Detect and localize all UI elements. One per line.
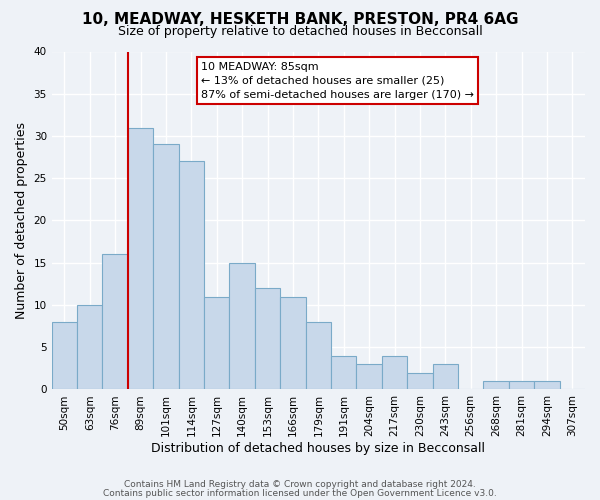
Bar	[305, 322, 331, 390]
Bar	[77, 305, 103, 390]
Bar	[356, 364, 382, 390]
Bar	[103, 254, 128, 390]
Y-axis label: Number of detached properties: Number of detached properties	[15, 122, 28, 319]
Bar	[534, 381, 560, 390]
Text: Contains public sector information licensed under the Open Government Licence v3: Contains public sector information licen…	[103, 489, 497, 498]
Bar	[52, 322, 77, 390]
X-axis label: Distribution of detached houses by size in Becconsall: Distribution of detached houses by size …	[151, 442, 485, 455]
Bar	[382, 356, 407, 390]
Bar	[433, 364, 458, 390]
Bar	[153, 144, 179, 390]
Bar	[204, 296, 229, 390]
Text: Contains HM Land Registry data © Crown copyright and database right 2024.: Contains HM Land Registry data © Crown c…	[124, 480, 476, 489]
Bar	[229, 262, 255, 390]
Bar	[179, 162, 204, 390]
Bar	[255, 288, 280, 390]
Bar	[331, 356, 356, 390]
Bar	[509, 381, 534, 390]
Bar	[128, 128, 153, 390]
Text: Size of property relative to detached houses in Becconsall: Size of property relative to detached ho…	[118, 25, 482, 38]
Bar	[407, 372, 433, 390]
Text: 10 MEADWAY: 85sqm
← 13% of detached houses are smaller (25)
87% of semi-detached: 10 MEADWAY: 85sqm ← 13% of detached hous…	[201, 62, 474, 100]
Bar	[280, 296, 305, 390]
Bar	[484, 381, 509, 390]
Text: 10, MEADWAY, HESKETH BANK, PRESTON, PR4 6AG: 10, MEADWAY, HESKETH BANK, PRESTON, PR4 …	[82, 12, 518, 28]
